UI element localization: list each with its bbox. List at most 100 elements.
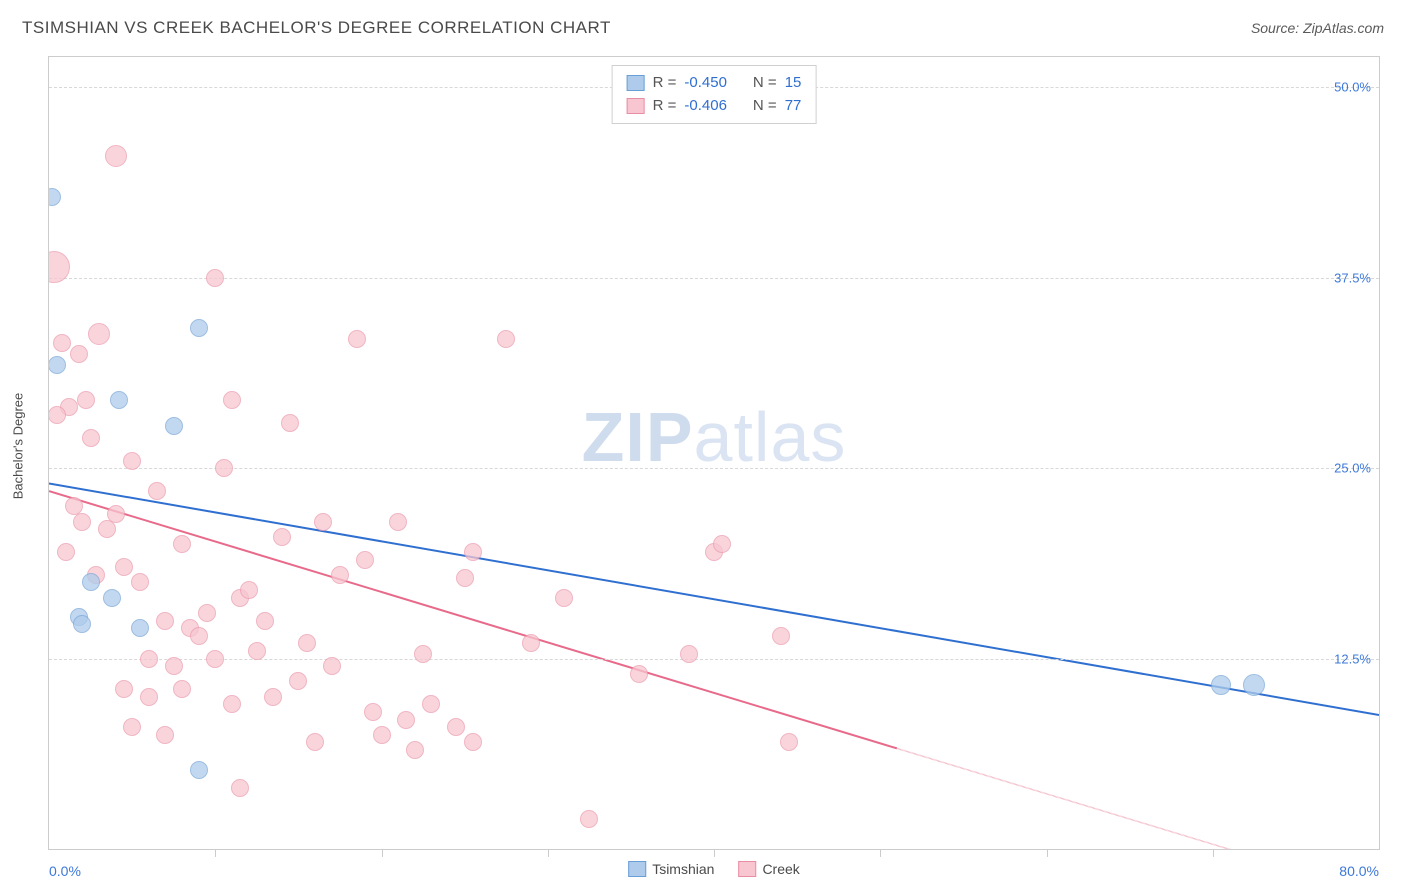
data-point bbox=[148, 482, 166, 500]
data-point bbox=[131, 573, 149, 591]
data-point bbox=[422, 695, 440, 713]
data-point bbox=[123, 452, 141, 470]
plot-region: ZIPatlas 12.5%25.0%37.5%50.0% bbox=[49, 57, 1379, 849]
data-point bbox=[215, 459, 233, 477]
data-point bbox=[156, 726, 174, 744]
data-point bbox=[206, 650, 224, 668]
data-point bbox=[49, 356, 66, 374]
data-point bbox=[73, 615, 91, 633]
source-label: Source: ZipAtlas.com bbox=[1251, 20, 1384, 36]
data-point bbox=[464, 543, 482, 561]
data-point bbox=[630, 665, 648, 683]
data-point bbox=[1243, 674, 1265, 696]
data-point bbox=[256, 612, 274, 630]
data-point bbox=[140, 650, 158, 668]
y-tick-label: 37.5% bbox=[1334, 270, 1371, 285]
data-point bbox=[82, 573, 100, 591]
stats-legend: R = -0.450N = 15R = -0.406N = 77 bbox=[612, 65, 817, 124]
gridline bbox=[49, 659, 1379, 660]
data-point bbox=[73, 513, 91, 531]
x-tick-label: 80.0% bbox=[1339, 863, 1379, 879]
data-point bbox=[522, 634, 540, 652]
stats-row: R = -0.406N = 77 bbox=[627, 95, 802, 118]
legend-label: Tsimshian bbox=[652, 861, 714, 877]
data-point bbox=[772, 627, 790, 645]
data-point bbox=[190, 627, 208, 645]
data-point bbox=[77, 391, 95, 409]
legend-swatch bbox=[627, 98, 645, 114]
trend-lines-layer bbox=[49, 57, 1379, 849]
data-point bbox=[173, 680, 191, 698]
trend-line-dashed bbox=[897, 748, 1379, 849]
data-point bbox=[323, 657, 341, 675]
data-point bbox=[231, 779, 249, 797]
chart-area: ZIPatlas 12.5%25.0%37.5%50.0% R = -0.450… bbox=[48, 56, 1380, 850]
chart-title: TSIMSHIAN VS CREEK BACHELOR'S DEGREE COR… bbox=[22, 18, 611, 38]
data-point bbox=[223, 391, 241, 409]
data-point bbox=[397, 711, 415, 729]
y-tick-label: 12.5% bbox=[1334, 651, 1371, 666]
stat-n-value: 77 bbox=[785, 95, 802, 118]
data-point bbox=[348, 330, 366, 348]
series-legend: Tsimshian Creek bbox=[628, 861, 800, 877]
data-point bbox=[373, 726, 391, 744]
stat-n-value: 15 bbox=[785, 72, 802, 95]
data-point bbox=[306, 733, 324, 751]
legend-swatch bbox=[628, 861, 646, 877]
data-point bbox=[331, 566, 349, 584]
data-point bbox=[555, 589, 573, 607]
data-point bbox=[156, 612, 174, 630]
data-point bbox=[165, 657, 183, 675]
chart-header: TSIMSHIAN VS CREEK BACHELOR'S DEGREE COR… bbox=[22, 18, 1384, 38]
data-point bbox=[173, 535, 191, 553]
stat-r-label: R = bbox=[653, 72, 677, 95]
data-point bbox=[464, 733, 482, 751]
data-point bbox=[248, 642, 266, 660]
data-point bbox=[57, 543, 75, 561]
data-point bbox=[406, 741, 424, 759]
x-tick bbox=[880, 849, 881, 857]
data-point bbox=[82, 429, 100, 447]
stat-r-value: -0.406 bbox=[684, 95, 727, 118]
gridline bbox=[49, 468, 1379, 469]
data-point bbox=[240, 581, 258, 599]
data-point bbox=[98, 520, 116, 538]
data-point bbox=[356, 551, 374, 569]
data-point bbox=[580, 810, 598, 828]
data-point bbox=[713, 535, 731, 553]
data-point bbox=[298, 634, 316, 652]
data-point bbox=[198, 604, 216, 622]
data-point bbox=[447, 718, 465, 736]
y-tick-label: 50.0% bbox=[1334, 80, 1371, 95]
data-point bbox=[364, 703, 382, 721]
y-axis-title: Bachelor's Degree bbox=[11, 393, 26, 500]
stat-r-label: R = bbox=[653, 95, 677, 118]
trend-line bbox=[49, 491, 897, 748]
legend-swatch bbox=[627, 75, 645, 91]
data-point bbox=[49, 406, 66, 424]
data-point bbox=[123, 718, 141, 736]
data-point bbox=[264, 688, 282, 706]
data-point bbox=[70, 345, 88, 363]
x-tick bbox=[548, 849, 549, 857]
y-tick-label: 25.0% bbox=[1334, 461, 1371, 476]
x-tick bbox=[1213, 849, 1214, 857]
legend-item: Creek bbox=[738, 861, 799, 877]
data-point bbox=[414, 645, 432, 663]
x-tick bbox=[382, 849, 383, 857]
legend-label: Creek bbox=[762, 861, 799, 877]
data-point bbox=[223, 695, 241, 713]
data-point bbox=[110, 391, 128, 409]
stats-row: R = -0.450N = 15 bbox=[627, 72, 802, 95]
data-point bbox=[103, 589, 121, 607]
legend-item: Tsimshian bbox=[628, 861, 714, 877]
data-point bbox=[88, 323, 110, 345]
data-point bbox=[206, 269, 224, 287]
data-point bbox=[780, 733, 798, 751]
data-point bbox=[456, 569, 474, 587]
stat-n-label: N = bbox=[753, 72, 777, 95]
data-point bbox=[281, 414, 299, 432]
data-point bbox=[273, 528, 291, 546]
data-point bbox=[314, 513, 332, 531]
data-point bbox=[115, 680, 133, 698]
